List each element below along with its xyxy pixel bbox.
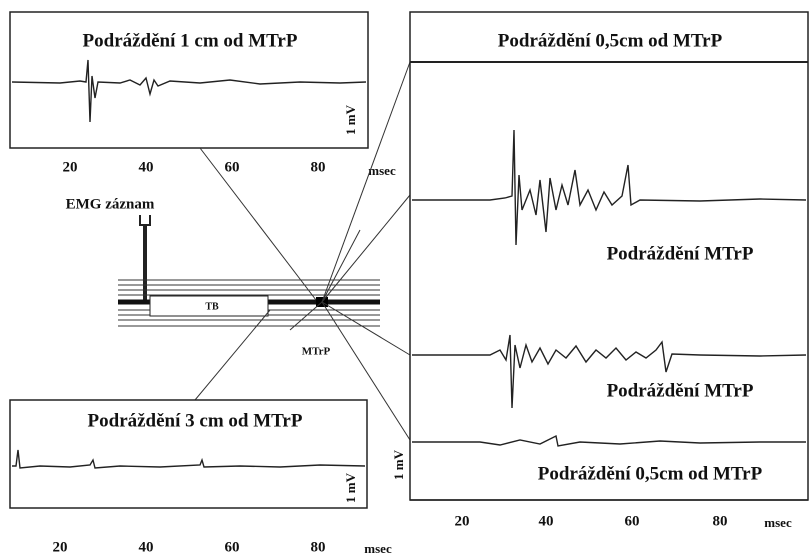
scale-label: 1 mV [391,449,406,480]
tick-label: 80 [311,539,326,555]
tick-label: 60 [225,539,240,555]
trace [412,434,806,447]
tick-label: 60 [225,159,240,175]
electrode-label: EMG záznam [66,196,155,212]
tick-label: 40 [539,513,554,529]
tick-label: 20 [455,513,470,529]
panel-title: Podráždění 3 cm od MTrP [88,410,303,431]
tick-label: 40 [139,539,154,555]
trace-label: Podráždění MTrP [607,243,754,264]
scale-label: 1 mV [343,472,358,503]
connectors [194,61,411,441]
panel-box [9,399,368,509]
unit-label: msec [364,541,392,556]
tick-label: 20 [53,539,68,555]
mtrp-label: MTrP [302,346,331,358]
trace [12,449,366,469]
tb-box [149,295,269,317]
tick-label: 80 [713,513,728,529]
trace [11,59,367,123]
trace-label: Podráždění MTrP [607,380,754,401]
panel-title: Podráždění 1 cm od MTrP [83,30,298,51]
trace [412,129,807,246]
trace [412,334,807,409]
tick-label: 60 [625,513,640,529]
panel-title: Podráždění 0,5cm od MTrP [498,30,723,51]
unit-label: msec [764,515,792,530]
electrode-tip [139,215,151,226]
panel-box [9,11,369,149]
tick-label: 40 [139,159,154,175]
tick-label: 80 [311,159,326,175]
tb-label: TB [205,301,219,312]
trace-label: Podráždění 0,5cm od MTrP [538,463,763,484]
scale-label: 1 mV [343,104,358,135]
tick-label: 20 [63,159,78,175]
unit-label: msec [368,163,396,178]
